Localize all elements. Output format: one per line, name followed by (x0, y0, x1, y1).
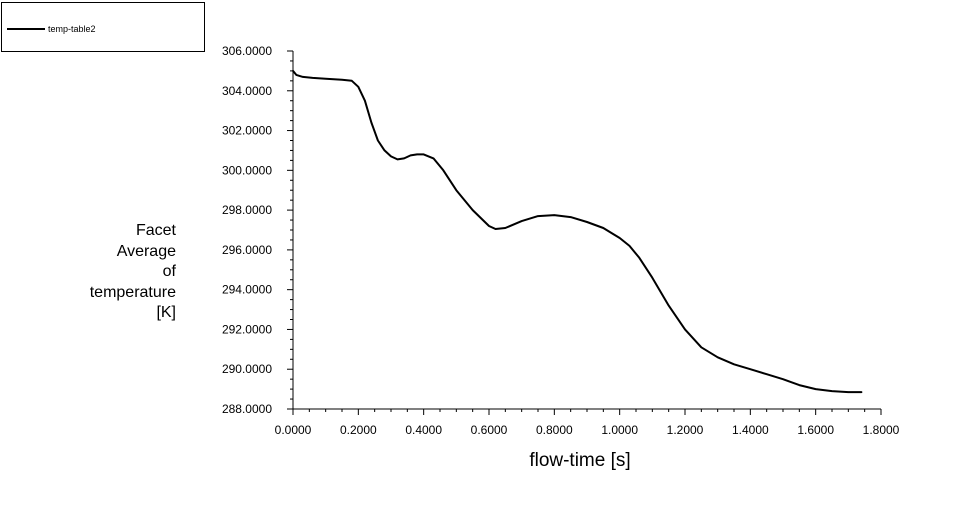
x-tick-label: 1.8000 (863, 423, 900, 437)
y-axis-label-line: Facet (135, 222, 176, 239)
x-tick-label: 0.0000 (275, 423, 312, 437)
y-axis-label-line: Average (116, 242, 176, 260)
legend-line-swatch (7, 28, 45, 30)
y-tick-label: 292.0000 (222, 322, 272, 336)
y-tick-label: 290.0000 (222, 362, 272, 376)
y-tick-label: 300.0000 (222, 163, 272, 177)
y-axis-label-line: temperature (89, 283, 176, 301)
y-axis-label-line: of (162, 263, 176, 280)
y-tick-label: 306.0000 (222, 44, 272, 58)
legend: temp-table2 (1, 2, 205, 52)
x-tick-label: 1.0000 (601, 423, 638, 437)
y-axis-label: Facet Average of temperature [K] (60, 221, 176, 324)
legend-label: temp-table2 (48, 24, 96, 34)
y-tick-label: 294.0000 (222, 283, 272, 297)
x-tick-label: 0.2000 (340, 423, 377, 437)
x-tick-label: 0.8000 (536, 423, 573, 437)
y-tick-label: 302.0000 (222, 124, 272, 138)
y-tick-label: 304.0000 (222, 84, 272, 98)
x-axis-label: flow-time [s] (529, 450, 631, 471)
series-line-temp-table2 (292, 69, 863, 394)
x-tick-label: 1.6000 (797, 423, 834, 437)
y-axis-label-line: [K] (156, 304, 176, 321)
y-tick-label: 296.0000 (222, 243, 272, 257)
y-tick-label: 288.0000 (222, 402, 272, 416)
x-tick-label: 0.4000 (405, 423, 442, 437)
x-tick-label: 1.2000 (667, 423, 704, 437)
y-tick-label: 298.0000 (222, 203, 272, 217)
x-tick-label: 0.6000 (471, 423, 508, 437)
x-tick-label: 1.4000 (732, 423, 769, 437)
